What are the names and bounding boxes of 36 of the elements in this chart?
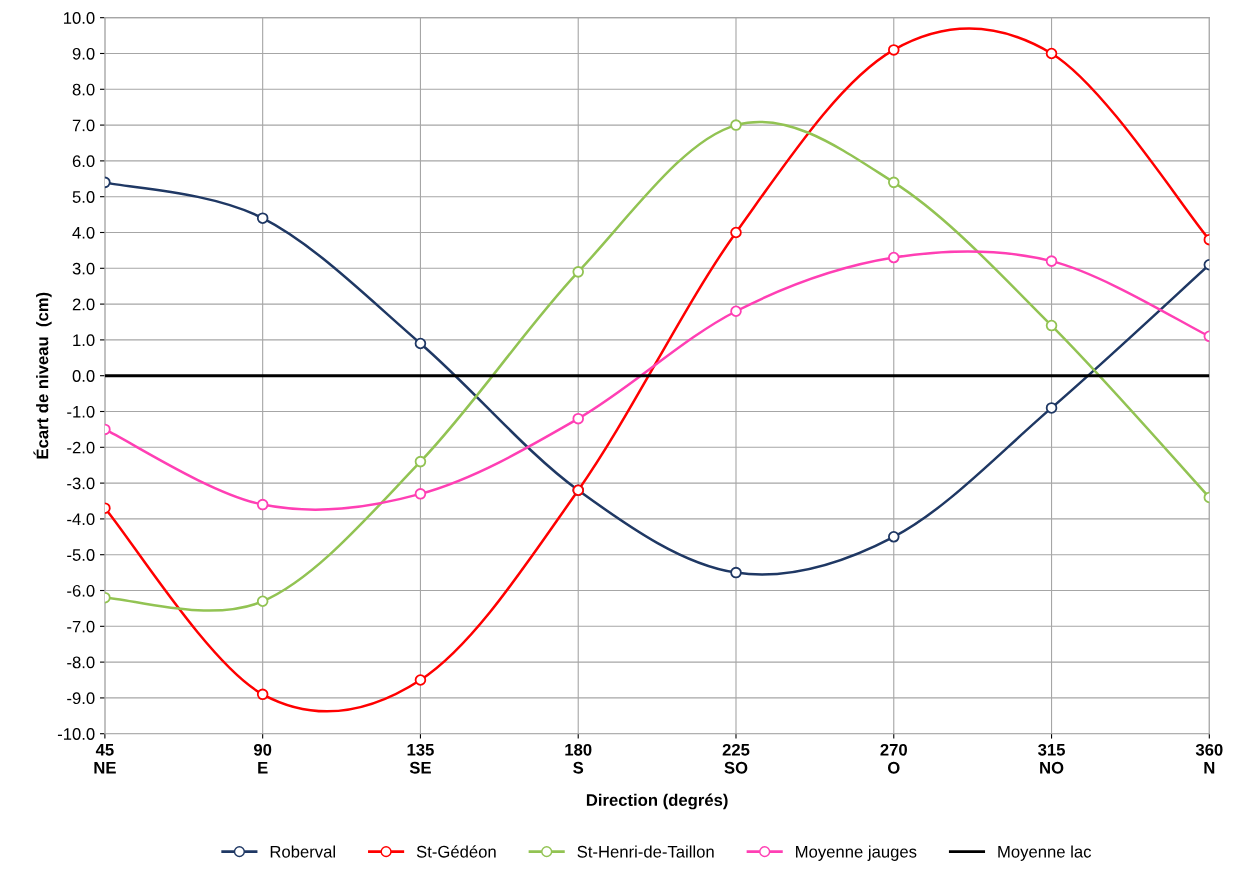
y-tick-label: -8.0 — [67, 656, 95, 669]
y-tick-label: 4.0 — [72, 226, 95, 239]
y-tick-label: 6.0 — [72, 155, 95, 168]
x-tick-label: 270 O — [880, 743, 907, 774]
y-tick-label: -9.0 — [67, 692, 95, 705]
y-tick-label: 10.0 — [64, 12, 95, 24]
y-tick-label: 1.0 — [73, 334, 95, 347]
legend-label: Moyenne lac — [998, 845, 1092, 861]
y-tick-label: -4.0 — [67, 513, 95, 526]
y-tick-label: -5.0 — [67, 549, 95, 561]
y-tick-label: 5.0 — [72, 191, 95, 203]
y-axis-title: Écart de niveau (cm) — [33, 292, 52, 459]
x-tick-label: 90 E — [253, 743, 272, 774]
x-tick-label: 315 NO — [1038, 743, 1065, 774]
x-axis-title: Direction (degrés) — [586, 793, 728, 810]
legend-label: St-Henri-de-Taillon — [577, 845, 714, 858]
y-tick-label: 7.0 — [72, 119, 95, 132]
y-tick-label: -1.0 — [67, 405, 95, 418]
y-tick-label: -6.0 — [67, 584, 95, 597]
y-tick-label: 0.0 — [72, 370, 95, 382]
x-tick-label: 180 S — [565, 743, 592, 774]
x-tick-label: 225 SO — [722, 743, 750, 774]
y-tick-label: 2.0 — [72, 298, 95, 311]
y-tick-label: -2.0 — [67, 441, 95, 454]
y-tick-label: -10.0 — [57, 728, 95, 740]
x-tick-label: 360 N — [1195, 743, 1223, 774]
y-tick-label: -7.0 — [67, 620, 95, 633]
y-tick-label: 8.0 — [72, 83, 95, 96]
x-tick-label: 135 SE — [407, 743, 434, 774]
legend-label: Moyenne jauges — [796, 845, 917, 861]
legend-label: Roberval — [270, 845, 335, 858]
y-tick-label: 9.0 — [72, 47, 95, 60]
y-tick-label: 3.0 — [72, 262, 95, 275]
y-tick-label: -3.0 — [67, 477, 95, 490]
legend-label: St-Gédéon — [416, 845, 496, 858]
x-tick-label: 45 NE — [94, 744, 116, 774]
